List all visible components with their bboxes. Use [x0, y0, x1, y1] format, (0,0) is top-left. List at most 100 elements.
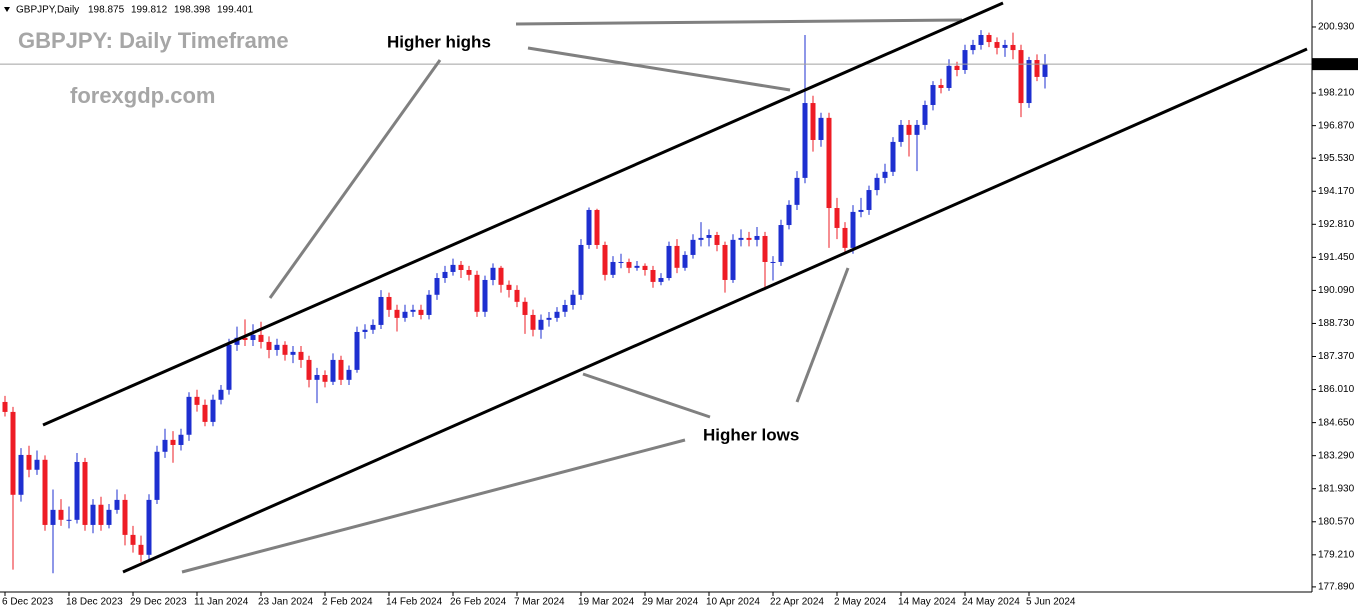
y-tick-label: 192.810 [1318, 219, 1355, 230]
candle-body [642, 265, 648, 270]
candle-body [674, 245, 680, 268]
candle-body [98, 504, 104, 525]
x-tick-label: 22 Apr 2024 [770, 597, 824, 608]
x-tick-label: 6 Dec 2023 [2, 597, 54, 608]
candle-body [218, 389, 224, 400]
candle-body [490, 267, 496, 280]
y-tick-label: 195.530 [1318, 153, 1355, 164]
x-tick-label: 11 Jan 2024 [194, 597, 249, 608]
candle-body [330, 359, 336, 382]
candle-body [178, 434, 184, 445]
price-label-box [1312, 58, 1358, 71]
candle-body [946, 65, 952, 88]
ohlc-open: 198.875 [88, 5, 125, 16]
candle-body [810, 103, 816, 140]
candle-body [1026, 60, 1032, 104]
candle-body [890, 141, 896, 172]
candle-body [618, 261, 624, 263]
candle-body [802, 103, 808, 178]
candle-body [306, 359, 312, 380]
candle-body [26, 454, 32, 470]
y-tick-label: 179.210 [1318, 549, 1355, 560]
candle-body [986, 34, 992, 43]
candle-body [18, 454, 24, 495]
candle-body [250, 334, 256, 340]
candle-body [434, 278, 440, 295]
candle-body [138, 544, 144, 555]
y-tick-label: 181.930 [1318, 483, 1355, 494]
annotation: Higher highs [387, 32, 491, 51]
candle-body [626, 261, 632, 268]
y-tick-label: 194.170 [1318, 186, 1355, 197]
candle-body [498, 267, 504, 285]
candle-body [954, 65, 960, 70]
candle-body [362, 329, 368, 332]
x-tick-label: 14 Feb 2024 [386, 597, 443, 608]
candle-body [338, 359, 344, 380]
candle-body [586, 209, 592, 245]
candle-body [538, 319, 544, 330]
x-tick-label: 29 Mar 2024 [642, 597, 699, 608]
candle-body [266, 341, 272, 350]
candle-body [594, 209, 600, 245]
candle-body [786, 204, 792, 226]
ohlc-high: 199.812 [131, 5, 168, 16]
candle-body [906, 124, 912, 135]
candle-body [258, 334, 264, 342]
channel-line [42, 1, 1004, 427]
x-tick-label: 5 Jun 2024 [1026, 597, 1076, 608]
candle-body [402, 311, 408, 318]
candle-body [1042, 64, 1048, 77]
candle-body [938, 85, 944, 88]
candle-body [698, 237, 704, 240]
candle-body [130, 534, 136, 545]
y-tick-label: 186.010 [1318, 384, 1355, 395]
candle-body [962, 50, 968, 70]
candle-body [106, 509, 112, 525]
candle-body [834, 208, 840, 228]
chart-title: GBPJPY: Daily Timeframe [18, 28, 289, 53]
x-tick-label: 29 Dec 2023 [130, 597, 187, 608]
candle-body [842, 227, 848, 248]
channel-line [122, 47, 1308, 574]
candle-body [74, 461, 80, 520]
candle-body [298, 351, 304, 360]
candle-body [562, 304, 568, 312]
candle-body [858, 209, 864, 212]
candle-body [186, 396, 192, 435]
menu-icon [4, 7, 10, 12]
candle-body [578, 244, 584, 295]
x-tick-label: 2 Feb 2024 [322, 597, 373, 608]
candle-body [714, 235, 720, 245]
candle-body [522, 301, 528, 315]
candle-body [754, 235, 760, 240]
annotation-line [515, 18, 963, 26]
ohlc-low: 198.398 [174, 5, 211, 16]
x-tick-label: 23 Jan 2024 [258, 597, 313, 608]
candle-body [970, 44, 976, 51]
candle-body [410, 309, 416, 312]
candle-body [154, 451, 160, 500]
x-tick-label: 19 Mar 2024 [578, 597, 635, 608]
candle-body [242, 337, 248, 340]
candle-body [866, 190, 872, 210]
candle-body [426, 294, 432, 315]
candle-body [50, 509, 56, 525]
annotation-line [181, 438, 686, 574]
y-tick-label: 184.650 [1318, 417, 1355, 428]
x-tick-label: 26 Feb 2024 [450, 597, 507, 608]
candle-body [634, 265, 640, 268]
candle-body [378, 296, 384, 325]
candle-body [706, 235, 712, 238]
candle-body [850, 211, 856, 248]
candle-body [42, 459, 48, 525]
ohlc-close: 199.401 [217, 5, 254, 16]
candle-body [322, 374, 328, 382]
y-tick-label: 190.090 [1318, 285, 1355, 296]
watermark: forexgdp.com [70, 83, 215, 108]
candle-body [658, 278, 664, 282]
candle-body [682, 254, 688, 268]
y-tick-label: 180.570 [1318, 516, 1355, 527]
candle-body [994, 42, 1000, 48]
